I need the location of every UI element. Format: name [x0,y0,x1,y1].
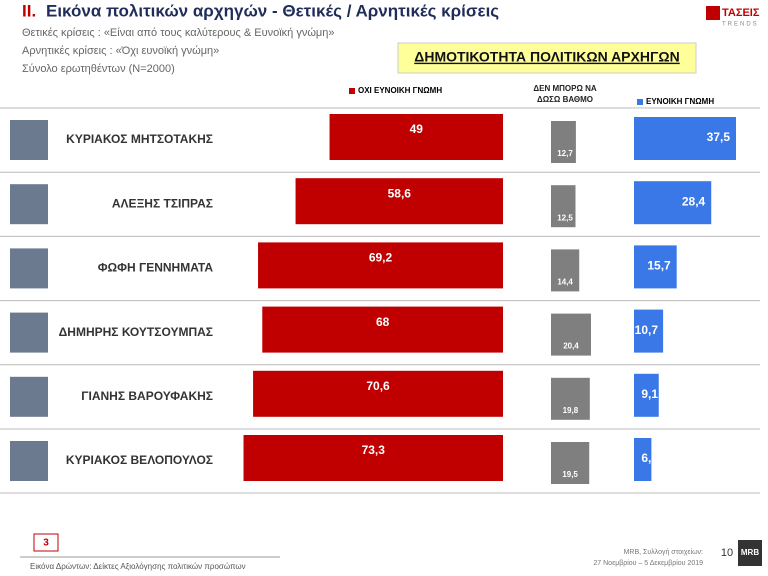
value-label: 6,4 [641,451,658,465]
value-label: 28,4 [682,194,706,208]
bar [551,121,576,163]
bar [262,306,503,353]
note: Θετικές κρίσεις : «Είναι από τους καλύτε… [22,27,335,39]
category-label: ΦΩΦΗ ΓΕΝΝΗΜΑΤΑ [98,261,214,275]
value-label: 68 [376,315,390,329]
bar [329,114,503,160]
brand-logo [738,540,762,566]
title-prefix: II. [22,1,36,20]
bar [634,309,664,353]
leader-photo [10,441,48,481]
value-label: 58,6 [388,186,412,200]
slide-number: 3 [43,538,49,549]
logo-icon [706,6,720,20]
caption: Εικόνα Δρώντων: Δείκτες Αξιολόγησης πολι… [30,562,246,571]
value-label: 14,4 [557,278,573,287]
chart-title-box [397,42,697,74]
bar [634,181,712,225]
chart-title: ΔΗΜΟΤΙΚΟΤΗΤΑ ΠΟΛΙΤΙΚΩΝ ΑΡΧΗΓΩΝ [414,49,679,65]
value-label: 69,2 [369,251,393,265]
value-label: 15,7 [647,259,671,273]
bar [253,370,503,417]
page-number: 10 [721,547,733,559]
leader-photo [10,248,48,289]
value-label: 12,5 [557,213,573,222]
bar [551,377,590,420]
bar [634,245,677,289]
bar [551,442,590,484]
leader-photo [10,120,48,160]
value-label: 70,6 [366,379,390,393]
legend-label: ΕΥΝΟΙΚΗ ΓΝΩΜΗ [646,97,714,106]
bar [551,185,576,228]
category-label: ΓΙΑΝΗΣ ΒΑΡΟΥΦΑΚΗΣ [81,389,213,403]
bar [551,249,580,292]
brand: MRB [741,548,759,557]
note: Αρνητικές κρίσεις : «Όχι ευνοϊκή γνώμη» [22,45,219,57]
bar [551,313,591,356]
category-label: ΚΥΡΙΑΚΟΣ ΜΗΤΣΟΤΑΚΗΣ [66,132,213,146]
leader-photo [10,184,48,225]
category-label: ΔΗΜΗΡΗΣ ΚΟΥΤΣΟΥΜΠΑΣ [59,325,213,339]
bar [258,242,503,289]
value-label: 73,3 [362,443,386,457]
value-label: 9,1 [641,387,658,401]
slide-number-box [33,533,59,552]
legend-swatch [349,88,355,94]
note: Σύνολο ερωτηθέντων (N=2000) [22,63,175,75]
bar [634,373,659,417]
value-label: 49 [410,122,424,136]
source: MRB, Συλλογή στοιχείων: [624,548,703,556]
bar [634,117,736,160]
title: Εικόνα πολιτικών αρχηγών - Θετικές / Αρν… [46,1,499,20]
dates: 27 Νοεμβρίου – 5 Δεκεμβρίου 2019 [593,559,703,567]
legend-swatch [637,99,643,105]
value-label: 10,7 [635,323,659,337]
category-label: ΚΥΡΙΑΚΟΣ ΒΕΛΟΠΟΥΛΟΣ [66,453,213,467]
value-label: 19,8 [563,406,579,415]
value-label: 37,5 [707,130,731,144]
logo: ΤΑΣΕΙΣ [722,7,760,19]
value-label: 20,4 [563,342,579,351]
legend-label: ΟΧΙ ΕΥΝΟΙΚΗ ΓΝΩΜΗ [358,86,442,95]
bar [243,435,503,481]
category-label: ΑΛΕΞΗΣ ΤΣΙΠΡΑΣ [112,196,213,210]
legend-label: ΔΕΝ ΜΠΟΡΩ ΝΑ ΔΩΣΩ ΒΑΘΜΟ [533,84,597,104]
logo-sub: TRENDS [722,22,759,28]
value-label: 19,5 [562,470,578,479]
bar [634,438,652,481]
leader-photo [10,376,48,417]
leader-photo [10,312,48,353]
value-label: 12,7 [557,149,573,158]
bar [295,178,503,225]
